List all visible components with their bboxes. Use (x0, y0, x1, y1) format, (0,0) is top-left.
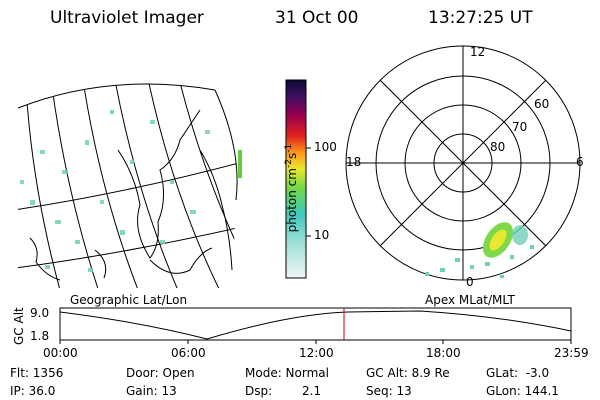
mlt-label-0: 0 (466, 275, 474, 289)
sequence-number: Seq: 13 (366, 384, 412, 398)
gc-altitude: GC Alt: 8.9 Re (366, 366, 450, 380)
time-label: 13:27:25 UT (428, 8, 533, 28)
date-label: 31 Oct 00 (275, 8, 359, 28)
lat-label-70: 70 (512, 120, 528, 134)
altitude-ymax: 9.0 (30, 306, 50, 320)
gain-value: Gain: 13 (126, 384, 177, 398)
lat-label-80: 80 (490, 140, 506, 154)
xtick-0600: 06:00 (171, 346, 206, 360)
altitude-ymin: 1.8 (30, 329, 50, 343)
colorbar-tick-100: 100 (314, 140, 337, 154)
xtick-1800: 18:00 (426, 346, 461, 360)
instrument-title: Ultraviolet Imager (50, 8, 204, 28)
lat-label-60: 60 (534, 97, 550, 111)
dsp-label: Dsp: (245, 384, 273, 398)
mlt-label-12: 12 (470, 45, 486, 59)
apex-label: Apex MLat/MLT (425, 293, 515, 307)
mlt-label-18: 18 (346, 155, 362, 169)
xtick-0000: 00:00 (43, 346, 78, 360)
flight-number: Flt: 1356 (10, 366, 64, 380)
geo-longitude: GLon: 144.1 (486, 384, 559, 398)
ip-value: IP: 36.0 (10, 384, 56, 398)
mode-status: Mode: Normal (245, 366, 329, 380)
mlt-label-6: 6 (576, 155, 584, 169)
geo-latitude: GLat: -3.0 (486, 366, 550, 380)
door-status: Door: Open (126, 366, 195, 380)
xtick-1200: 12:00 (299, 346, 334, 360)
altitude-ylabel: GC Alt (12, 307, 26, 345)
xtick-2359: 23:59 (554, 346, 589, 360)
geographic-label: Geographic Lat/Lon (70, 293, 188, 307)
dsp-value: 2.1 (302, 384, 322, 398)
colorbar-tick-10: 10 (314, 228, 330, 242)
